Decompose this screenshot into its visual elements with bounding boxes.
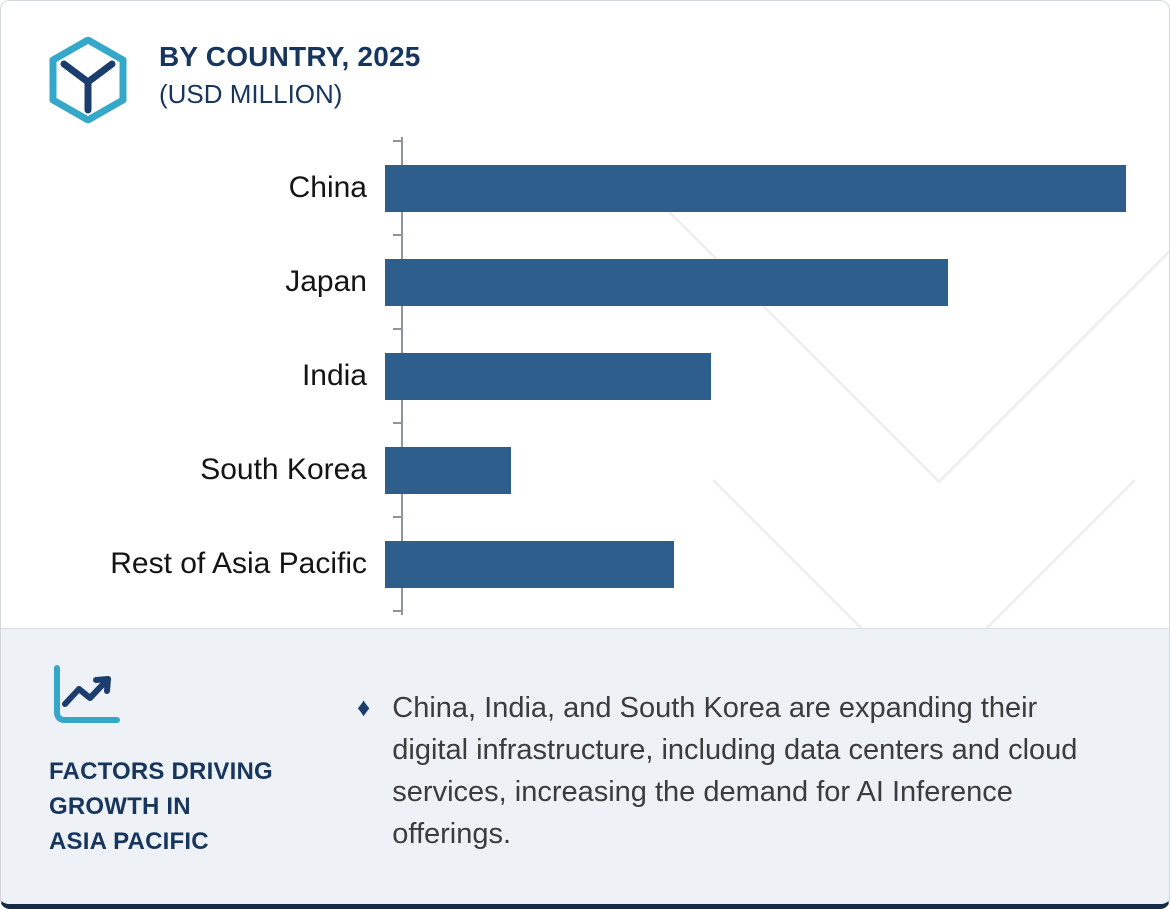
bar-area: [385, 164, 1169, 212]
chart-title-block: BY COUNTRY, 2025 (USD MILLION): [159, 37, 421, 110]
bar-area: [385, 446, 1169, 494]
axis-tick: [393, 610, 401, 612]
footer-heading: FACTORS DRIVING GROWTH IN ASIA PACIFIC: [49, 755, 301, 859]
chart-section: BY COUNTRY, 2025 (USD MILLION) China Japa…: [1, 1, 1169, 628]
chart-row: India: [1, 329, 1169, 423]
chart-title: BY COUNTRY, 2025: [159, 41, 421, 72]
chart-header: BY COUNTRY, 2025 (USD MILLION): [1, 1, 1169, 123]
category-label: South Korea: [200, 453, 367, 486]
axis-tick: [393, 422, 401, 424]
footer-left-column: FACTORS DRIVING GROWTH IN ASIA PACIFIC: [49, 663, 301, 904]
value-bar-china: [385, 164, 1126, 212]
footer-bullet-text: China, India, and South Korea are expand…: [392, 692, 1078, 851]
chart-row: South Korea: [1, 423, 1169, 517]
chart-subtitle: (USD MILLION): [159, 79, 343, 109]
value-bar-japan: [385, 258, 949, 306]
footer-heading-line: FACTORS DRIVING: [49, 758, 273, 785]
footer-panel: FACTORS DRIVING GROWTH IN ASIA PACIFIC ♦…: [1, 628, 1169, 904]
value-bar-south-korea: [385, 446, 511, 494]
bar-area: [385, 352, 1169, 400]
bar-area: [385, 540, 1169, 588]
bar-chart: China Japan India South Korea Rest of Asia P…: [1, 137, 1169, 615]
chart-row: Rest of Asia Pacific: [1, 517, 1169, 611]
footer-right-column: ♦ China, India, and South Korea are expa…: [357, 663, 1113, 904]
value-bar-rest-of-asia-pacific: [385, 540, 674, 588]
value-bar-india: [385, 352, 711, 400]
footer-heading-line: ASIA PACIFIC: [49, 827, 209, 855]
chart-row: China: [1, 141, 1169, 235]
category-label: Japan: [285, 265, 367, 298]
bar-area: [385, 258, 1169, 306]
category-label: China: [288, 171, 367, 204]
category-label: India: [301, 359, 367, 392]
axis-tick: [393, 140, 401, 142]
axis-tick: [393, 516, 401, 518]
company-logo-icon: [49, 37, 127, 123]
diamond-bullet-icon: ♦: [357, 692, 371, 722]
category-label: Rest of Asia Pacific: [110, 547, 367, 580]
chart-row: Japan: [1, 235, 1169, 329]
axis-tick: [393, 234, 401, 236]
axis-tick: [393, 328, 401, 330]
chart-rows: China Japan India South Korea Rest of Asia P…: [1, 141, 1169, 611]
footer-heading-line: GROWTH IN: [49, 792, 191, 820]
line-chart-icon: [54, 665, 120, 723]
